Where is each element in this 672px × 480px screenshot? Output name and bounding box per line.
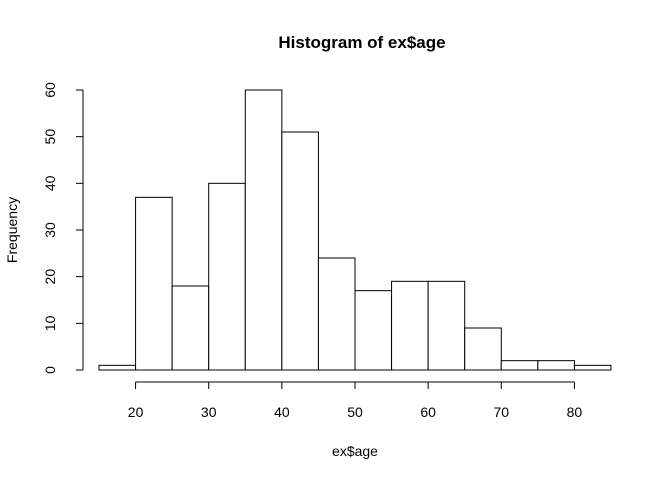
x-axis: 20 30 40 50 60 70 80: [128, 381, 583, 420]
histogram-bar: [98, 364, 137, 371]
bars-group: [98, 89, 612, 371]
histogram-bar: [281, 131, 319, 371]
y-tick-label: 50: [42, 129, 58, 145]
histogram-bar: [391, 280, 429, 371]
x-tick-label: 40: [274, 404, 290, 420]
histogram-bar: [354, 290, 393, 371]
x-tick-label: 20: [128, 404, 144, 420]
histogram-bar: [208, 182, 246, 371]
x-tick-label: 80: [567, 404, 583, 420]
chart-title: Histogram of ex$age: [278, 33, 445, 52]
histogram-bar: [573, 364, 612, 371]
histogram-bar: [464, 327, 502, 371]
x-tick-label: 30: [201, 404, 217, 420]
x-tick-label: 50: [347, 404, 363, 420]
histogram-bar: [537, 360, 575, 371]
x-axis-label: ex$age: [332, 443, 378, 459]
y-tick-label: 20: [42, 269, 58, 285]
histogram-bar: [135, 196, 173, 371]
x-tick-label: 70: [493, 404, 509, 420]
histogram-bar: [500, 360, 539, 371]
y-tick-label: 60: [42, 82, 58, 98]
histogram-bar: [244, 89, 283, 371]
histogram-bar: [171, 285, 210, 371]
y-axis: 0 10 20 30 40 50 60: [42, 82, 84, 374]
y-tick-label: 30: [42, 222, 58, 238]
y-tick-label: 0: [42, 366, 58, 374]
y-tick-label: 40: [42, 175, 58, 191]
y-tick-label: 10: [42, 315, 58, 331]
y-axis-label: Frequency: [4, 197, 20, 263]
x-tick-label: 60: [420, 404, 436, 420]
histogram-bar: [317, 257, 356, 371]
histogram-bar: [427, 280, 466, 371]
